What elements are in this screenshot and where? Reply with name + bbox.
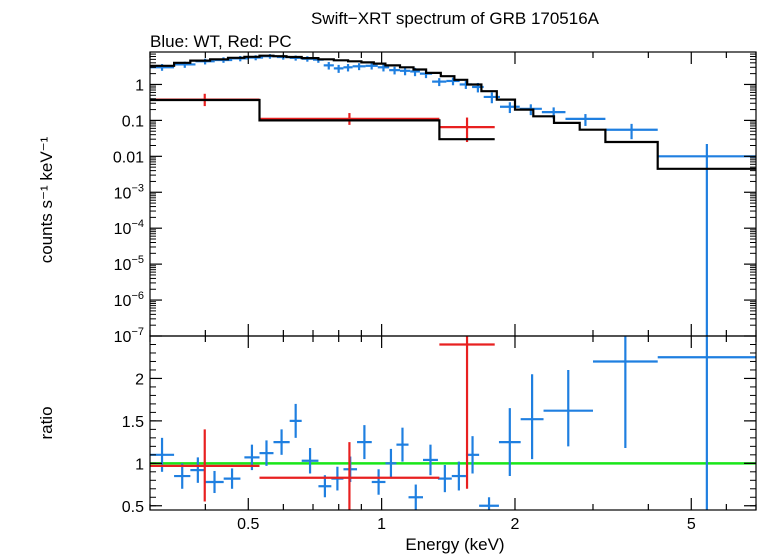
model-curve-0 [150,54,756,170]
data-point [259,440,274,466]
data-point [605,123,658,140]
data-point [289,403,302,438]
data-point [150,429,260,502]
data-point [343,64,353,72]
x-tick-label: 5 [687,516,696,533]
y-tick-label: 2 [135,371,144,388]
y-tick-label: 1 [135,77,144,94]
data-point [446,77,460,86]
y-axis-ticks: 0.5 1 1.5 2 [122,343,756,516]
chart-title: Swift−XRT spectrum of GRB 170516A [311,9,600,28]
data-point [174,463,191,489]
x-tick-label: 1 [377,516,386,533]
data-point [657,144,756,336]
data-point [565,114,606,126]
data-point [439,117,495,143]
data-point [465,436,480,474]
x-axis-ticks [149,52,757,336]
data-point [437,465,452,493]
data-point [318,475,332,498]
y-tick-label: 10−4 [114,218,144,238]
x-axis-label: Energy (keV) [405,535,504,554]
data-point [301,448,319,474]
data-point [592,336,658,449]
data-point [371,469,386,495]
data-point [259,442,440,510]
plot-area [150,54,756,336]
data-point [259,113,440,125]
y-axis-ticks: 1 0.1 0.01 10−3 10−4 10−5 10−6 10−7 [113,53,756,346]
x-axis-ticks: 0.5 1 2 5 [149,336,757,533]
data-point [365,62,378,70]
data-point [396,427,409,462]
data-point [273,429,290,455]
y-tick-label: 0.01 [113,149,144,166]
y-tick-label: 10−7 [114,326,144,346]
series-1 [150,336,495,510]
data-point [205,470,224,494]
plot-area [150,336,756,510]
series-1 [150,93,495,143]
y-tick-label: 10−3 [114,182,144,202]
data-point [520,374,544,460]
y-tick-label: 10−6 [114,290,144,310]
plot-frame [149,335,757,511]
data-point [423,444,438,476]
y-tick-label: 0.1 [122,113,144,130]
data-point [190,457,206,483]
data-point [499,102,520,114]
y-tick-label: 1 [135,456,144,473]
data-point [357,425,372,460]
y-tick-label: 0.5 [122,499,144,516]
x-tick-label: 2 [511,516,520,533]
data-point [385,448,397,478]
data-point [432,78,447,87]
data-point [323,62,334,70]
ratio-panel: 0.5 1 2 5 0.5 1 1.5 2 [122,335,757,533]
model-curve-1 [150,98,495,141]
data-point [439,336,495,489]
data-point [377,64,390,72]
data-point [498,408,521,477]
y-axis-label-ratio: ratio [37,406,56,439]
x-tick-label: 0.5 [237,516,259,533]
data-point [389,66,400,75]
data-point [352,63,366,71]
data-point [333,64,344,73]
spectrum-panel: 1 0.1 0.01 10−3 10−4 10−5 10−6 10−7 [113,51,757,346]
y-tick-label: 1.5 [122,414,144,431]
data-point [408,484,424,510]
data-point [479,497,499,510]
y-tick-label: 10−5 [114,254,144,274]
y-axis-label-spectrum: counts s⁻¹ keV⁻¹ [37,136,56,263]
data-point [451,461,466,491]
data-point [223,468,241,489]
series-0 [150,336,756,510]
data-point [543,369,593,447]
chart-subtitle: Blue: WT, Red: PC [150,32,292,51]
data-point [399,67,411,76]
data-point [657,336,756,510]
